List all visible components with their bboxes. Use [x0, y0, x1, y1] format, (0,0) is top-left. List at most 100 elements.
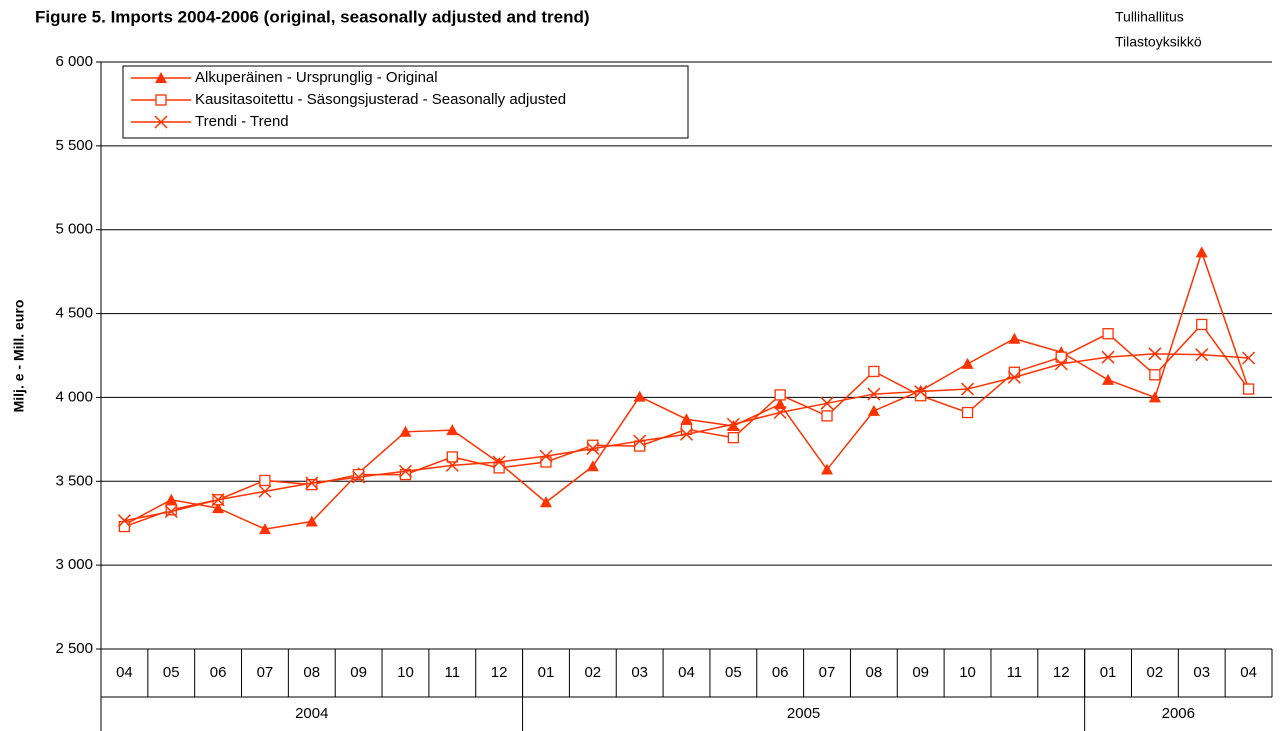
marker	[446, 424, 459, 436]
marker	[399, 468, 412, 481]
year-label: 2005	[787, 705, 820, 722]
x-tick-label: 07	[819, 664, 836, 681]
marker	[1149, 369, 1161, 381]
marker	[1055, 351, 1067, 363]
year-label: 2004	[295, 705, 328, 722]
x-tick-label: 12	[1053, 664, 1070, 681]
y-tick-label: 6 000	[55, 53, 93, 70]
marker	[633, 434, 647, 448]
y-tick-label: 2 500	[55, 640, 93, 657]
marker	[1195, 348, 1209, 362]
marker	[211, 493, 225, 507]
source: Tilastoyksikkö	[1115, 34, 1202, 50]
x-tick-label: 08	[303, 664, 320, 681]
marker	[399, 425, 412, 437]
marker	[305, 476, 319, 490]
x-tick-label: 12	[491, 664, 508, 681]
legend-label: Trendi - Trend	[195, 113, 289, 130]
marker	[165, 493, 178, 505]
marker	[492, 455, 506, 469]
marker	[914, 385, 928, 399]
marker	[164, 504, 178, 519]
marker	[259, 474, 271, 487]
y-tick-label: 4 000	[55, 388, 93, 405]
marker	[680, 423, 693, 435]
marker	[1148, 391, 1161, 403]
marker	[1101, 350, 1115, 364]
marker	[586, 460, 599, 472]
marker	[727, 432, 739, 444]
marker	[867, 387, 881, 401]
marker	[821, 463, 834, 475]
marker	[155, 72, 167, 83]
marker	[587, 439, 599, 451]
x-tick-label: 01	[538, 664, 555, 681]
marker	[305, 515, 318, 527]
marker	[155, 94, 167, 106]
x-tick-label: 09	[350, 664, 367, 681]
marker	[352, 468, 365, 481]
x-tick-label: 10	[397, 664, 414, 681]
x-tick-label: 02	[1147, 664, 1164, 681]
x-tick-label: 09	[912, 664, 929, 681]
marker	[680, 413, 693, 425]
x-tick-label: 07	[257, 664, 274, 681]
y-tick-label: 3 500	[55, 472, 93, 489]
marker	[679, 427, 694, 441]
x-tick-label: 03	[1193, 664, 1210, 681]
x-tick-label: 04	[678, 664, 695, 681]
marker	[306, 478, 318, 491]
marker	[1242, 351, 1256, 365]
x-tick-label: 08	[866, 664, 883, 681]
x-tick-label: 06	[772, 664, 789, 681]
marker	[634, 440, 646, 452]
y-axis-label: Milj. e - Mill. euro	[11, 300, 27, 413]
legend-box	[122, 65, 689, 139]
marker	[352, 470, 366, 484]
year-label: 2006	[1162, 705, 1195, 722]
marker	[446, 451, 458, 463]
x-tick-label: 01	[1100, 664, 1117, 681]
marker	[539, 496, 552, 508]
x-tick-label: 11	[445, 664, 461, 681]
marker	[165, 504, 177, 516]
marker	[961, 382, 975, 396]
y-tick-label: 4 500	[55, 305, 93, 322]
marker	[1007, 370, 1021, 384]
x-tick-label: 02	[584, 664, 601, 681]
x-tick-label: 11	[1007, 664, 1023, 681]
marker	[1195, 246, 1208, 258]
marker	[154, 115, 168, 129]
marker	[774, 389, 786, 401]
legend-label: Kausitasoitettu - Säsongsjusterad - Seas…	[195, 91, 566, 108]
marker	[258, 523, 271, 535]
marker	[212, 502, 225, 514]
marker	[773, 405, 787, 420]
marker	[774, 398, 787, 410]
x-tick-label: 05	[163, 664, 180, 681]
x-tick-label: 04	[116, 664, 133, 681]
marker	[868, 365, 880, 378]
y-tick-label: 5 000	[55, 221, 93, 238]
marker	[821, 410, 833, 422]
source: Tullihallitus	[1115, 9, 1184, 25]
marker	[117, 514, 131, 528]
marker	[398, 464, 412, 478]
marker	[961, 357, 974, 369]
marker	[1008, 332, 1021, 344]
marker	[1196, 318, 1208, 331]
chart-title: Figure 5. Imports 2004-2006 (original, s…	[35, 7, 590, 26]
marker	[1102, 373, 1115, 385]
x-tick-label: 05	[725, 664, 742, 681]
marker	[820, 396, 834, 410]
marker	[445, 458, 459, 472]
x-tick-label: 06	[210, 664, 227, 681]
marker	[961, 406, 974, 419]
marker	[867, 404, 880, 416]
marker	[1102, 328, 1114, 340]
y-tick-label: 3 000	[55, 556, 93, 573]
marker	[258, 484, 272, 498]
y-tick-label: 5 500	[55, 137, 93, 154]
x-tick-label: 04	[1240, 664, 1257, 681]
marker	[539, 449, 553, 463]
